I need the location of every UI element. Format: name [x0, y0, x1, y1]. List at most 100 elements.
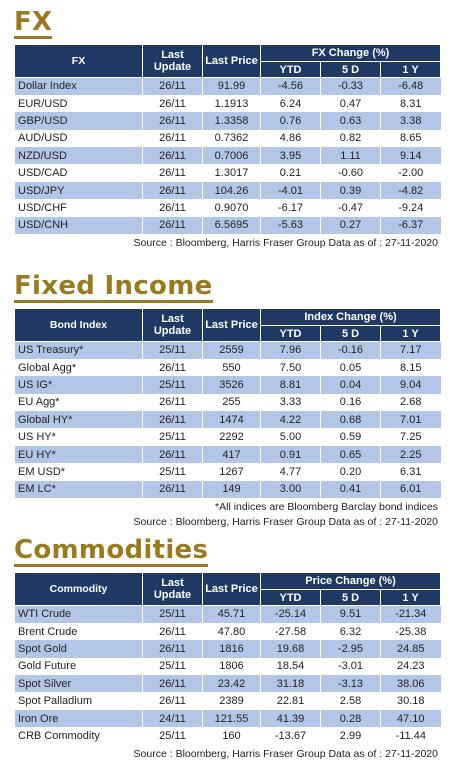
commodities-header-group: Price Change (%): [259, 572, 442, 590]
cell-price: 1.1913: [202, 94, 261, 113]
fx-header-1y: 1 Y: [379, 61, 442, 78]
commodities-header-1y: 1 Y: [379, 589, 442, 606]
cell-price: 417: [202, 445, 261, 464]
cell-ytd: 3.95: [260, 147, 321, 165]
row-label: NZD/USD: [14, 147, 143, 165]
cell-price: 91.99: [202, 77, 261, 95]
cell-update: 25/11: [142, 428, 203, 446]
cell-d5: 0.65: [320, 445, 381, 464]
cell-price: 255: [202, 393, 261, 412]
cell-ytd: 41.39: [260, 709, 321, 728]
cell-update: 26/11: [142, 199, 203, 217]
cell-d5: 0.82: [320, 129, 381, 148]
cell-price: 0.9070: [202, 199, 261, 217]
cell-y1: 7.17: [379, 341, 441, 359]
row-label: CRB Commodity: [14, 727, 143, 745]
cell-d5: 6.32: [320, 622, 381, 641]
cell-y1: 9.14: [379, 147, 441, 165]
cell-d5: -0.47: [320, 199, 381, 217]
commodities-header-name: Commodity: [14, 572, 143, 606]
cell-update: 26/11: [142, 147, 203, 165]
cell-d5: 0.63: [320, 112, 381, 130]
row-label: EM USD*: [14, 463, 143, 481]
cell-ytd: 7.96: [260, 341, 321, 359]
commodities-header-ytd: YTD: [260, 589, 321, 606]
cell-update: 26/11: [142, 622, 203, 641]
cell-d5: 0.47: [320, 94, 381, 113]
row-label: USD/CNH: [14, 216, 143, 235]
row-label: Spot Gold: [14, 640, 143, 658]
cell-ytd: 0.76: [260, 112, 321, 130]
table-row: NZD/USD 26/11 0.7006 3.95 1.11 9.14: [14, 147, 441, 165]
table-row: Spot Silver 26/11 23.42 31.18 -3.13 38.06: [14, 675, 441, 693]
commodities-title: Commodities: [14, 535, 209, 567]
fx-header-price: Last Price: [202, 44, 261, 78]
cell-update: 26/11: [142, 640, 203, 658]
cell-y1: 24.23: [379, 657, 441, 676]
commodities-header-price: Last Price: [202, 572, 261, 606]
row-label: Gold Future: [14, 657, 143, 676]
cell-price: 149: [202, 480, 261, 499]
fixed-income-title: Fixed Income: [14, 271, 213, 303]
fixed-income-source: Source : Bloomberg, Harris Fraser Group …: [133, 516, 438, 529]
cell-update: 26/11: [142, 77, 203, 95]
cell-d5: 2.58: [320, 692, 381, 710]
table-row: EU Agg* 26/11 255 3.33 0.16 2.68: [14, 393, 441, 412]
cell-d5: 1.11: [320, 147, 381, 165]
table-row: Global HY* 26/11 1474 4.22 0.68 7.01: [14, 411, 441, 429]
fixed-income-section: Fixed Income Bond Index Last Update Last…: [14, 271, 442, 529]
fixed-income-header-update: Last Update: [142, 308, 203, 342]
cell-d5: 0.04: [320, 376, 381, 394]
cell-update: 26/11: [142, 393, 203, 412]
table-row: EU HY* 26/11 417 0.91 0.65 2.25: [14, 445, 441, 464]
fx-table: FX Last Update Last Price FX Change (%) …: [14, 44, 442, 235]
table-row: USD/CAD 26/11 1.3017 0.21 -0.60 -2.00: [14, 164, 441, 182]
cell-ytd: 18.54: [260, 657, 321, 676]
cell-y1: 6.01: [379, 480, 441, 499]
cell-y1: 8.31: [379, 94, 441, 113]
cell-y1: 8.15: [379, 358, 441, 377]
cell-ytd: -4.01: [260, 181, 321, 200]
commodities-source: Source : Bloomberg, Harris Fraser Group …: [133, 747, 438, 760]
commodities-header-update: Last Update: [142, 572, 203, 606]
fx-header-5d: 5 D: [320, 61, 381, 78]
cell-ytd: 3.00: [260, 480, 321, 499]
cell-d5: -0.16: [320, 341, 381, 359]
table-row: USD/CNH 26/11 6.5695 -5.63 0.27 -6.37: [14, 216, 441, 235]
cell-price: 2389: [202, 692, 261, 710]
table-row: US HY* 25/11 2292 5.00 0.59 7.25: [14, 428, 441, 446]
table-row: EM USD* 25/11 1267 4.77 0.20 6.31: [14, 463, 441, 481]
cell-d5: -2.95: [320, 640, 381, 658]
table-row: EUR/USD 26/11 1.1913 6.24 0.47 8.31: [14, 94, 441, 113]
cell-update: 26/11: [142, 164, 203, 182]
cell-price: 0.7362: [202, 129, 261, 148]
cell-d5: 0.41: [320, 480, 381, 499]
cell-ytd: 5.00: [260, 428, 321, 446]
table-row: CRB Commodity 25/11 160 -13.67 2.99 -11.44: [14, 727, 441, 745]
cell-price: 3526: [202, 376, 261, 394]
cell-price: 160: [202, 727, 261, 745]
row-label: WTI Crude: [14, 605, 143, 623]
cell-ytd: -5.63: [260, 216, 321, 235]
cell-price: 1267: [202, 463, 261, 481]
cell-y1: 3.38: [379, 112, 441, 130]
cell-ytd: 4.77: [260, 463, 321, 481]
fixed-income-header-1y: 1 Y: [379, 325, 442, 342]
cell-ytd: -27.58: [260, 622, 321, 641]
cell-update: 26/11: [142, 129, 203, 148]
row-label: USD/JPY: [14, 181, 143, 200]
table-row: Dollar Index 26/11 91.99 -4.56 -0.33 -6.48: [14, 77, 441, 95]
cell-y1: -21.34: [379, 605, 441, 623]
row-label: AUD/USD: [14, 129, 143, 148]
fixed-income-header-5d: 5 D: [320, 325, 381, 342]
fx-header-update: Last Update: [142, 44, 203, 78]
cell-y1: -11.44: [379, 727, 441, 745]
cell-ytd: 22.81: [260, 692, 321, 710]
cell-update: 25/11: [142, 605, 203, 623]
table-row: USD/JPY 26/11 104.26 -4.01 0.39 -4.82: [14, 181, 441, 200]
cell-y1: 47.10: [379, 709, 441, 728]
row-label: Global HY*: [14, 411, 143, 429]
cell-ytd: 3.33: [260, 393, 321, 412]
cell-update: 26/11: [142, 675, 203, 693]
cell-ytd: 4.22: [260, 411, 321, 429]
